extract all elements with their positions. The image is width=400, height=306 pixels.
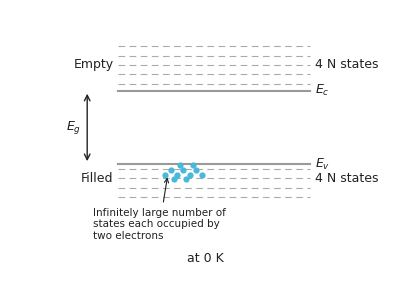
Text: 4 N states: 4 N states [315, 58, 378, 72]
Text: Filled: Filled [81, 172, 114, 185]
Text: at 0 K: at 0 K [187, 252, 223, 265]
Text: $E_c$: $E_c$ [315, 83, 330, 99]
Text: 4 N states: 4 N states [315, 172, 378, 185]
Text: $E_g$: $E_g$ [66, 119, 81, 136]
Text: Infinitely large number of
states each occupied by
two electrons: Infinitely large number of states each o… [94, 178, 226, 241]
Text: $E_v$: $E_v$ [315, 156, 330, 171]
Text: Empty: Empty [74, 58, 114, 72]
